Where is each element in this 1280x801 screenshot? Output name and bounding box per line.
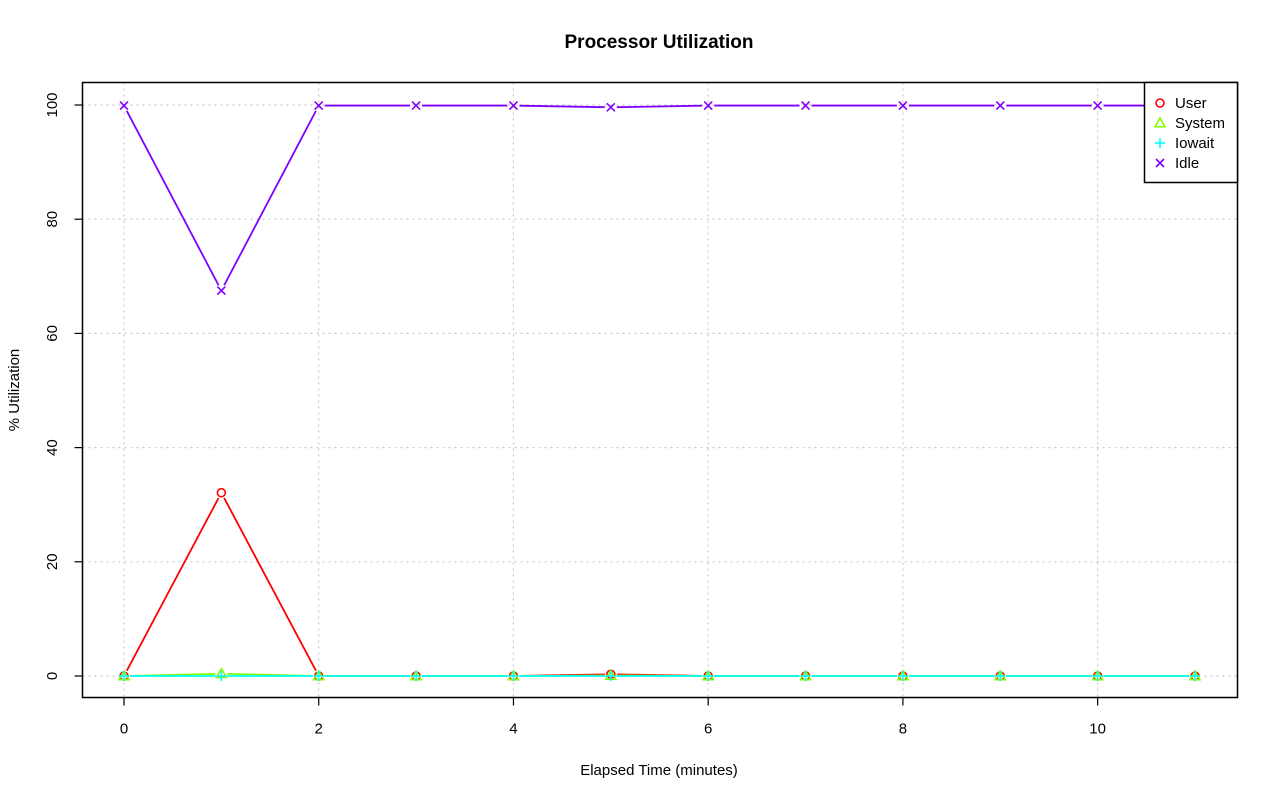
series-iowait-point [800, 671, 811, 681]
y-tick-label: 80 [44, 211, 61, 228]
series-iowait-point [1092, 671, 1103, 681]
x-tick-label: 4 [509, 721, 517, 738]
series-iowait-point [411, 671, 422, 681]
series-iowait-point [216, 671, 227, 681]
legend-marker-system [1153, 116, 1167, 128]
series-user-segment [126, 497, 220, 672]
series-idle-point [606, 102, 616, 112]
legend-label-idle: Idle [1175, 155, 1199, 172]
y-axis-label: % Utilization [6, 349, 23, 432]
series-idle-point [800, 101, 811, 111]
series-idle-point [216, 286, 226, 296]
series-iowait-point [1190, 671, 1200, 681]
series-user-point [216, 487, 227, 498]
series-idle-point [703, 101, 713, 111]
legend-item-idle: Idle [1155, 155, 1199, 172]
grid-layer [82, 82, 1238, 698]
series-system [117, 667, 1202, 681]
series-user-segment [223, 497, 317, 672]
series-idle-segment [125, 110, 220, 286]
legend-marker-idle [1155, 158, 1165, 168]
legend-label-iowait: Iowait [1175, 135, 1215, 152]
y-tick-label: 0 [44, 672, 61, 680]
legend-marker-iowait [1155, 138, 1165, 148]
y-tick-label: 20 [44, 553, 61, 570]
y-tick-label: 100 [44, 92, 61, 117]
series-user [119, 487, 1200, 681]
series-idle-point [314, 101, 324, 111]
series-iowait-point [897, 671, 908, 681]
legend-marker-user [1155, 98, 1165, 108]
x-axis-label: Elapsed Time (minutes) [580, 762, 738, 779]
series-idle-point [508, 101, 519, 111]
chart-title: Processor Utilization [565, 32, 754, 53]
series-iowait-point [313, 671, 324, 681]
x-tick-label: 6 [704, 721, 712, 738]
legend-label-user: User [1175, 95, 1207, 112]
y-tick-label: 60 [44, 325, 61, 342]
plot-frame [81, 81, 1239, 699]
series-iowait-point [703, 671, 714, 681]
series-idle-segment [223, 110, 317, 286]
y-tick-label: 40 [44, 439, 61, 456]
series-idle-point [898, 101, 908, 111]
x-tick-label: 0 [120, 721, 128, 738]
x-tick-label: 10 [1089, 721, 1106, 738]
legend-item-user: User [1155, 95, 1207, 112]
series-iowait-point [508, 671, 519, 681]
x-tick-label: 8 [899, 721, 907, 738]
legend-item-iowait: Iowait [1155, 135, 1215, 152]
series-iowait-point [605, 671, 616, 681]
series-idle-point [995, 101, 1005, 111]
legend-item-system: System [1153, 115, 1225, 132]
series-layer [117, 101, 1202, 681]
series-idle [119, 101, 1200, 296]
x-tick-label: 2 [315, 721, 323, 738]
legend-label-system: System [1175, 115, 1225, 132]
series-idle-segment [616, 104, 703, 109]
series-iowait-point [995, 671, 1006, 681]
series-idle-point [119, 101, 129, 111]
series-iowait-point [119, 671, 129, 681]
series-idle-point [1093, 101, 1103, 111]
legend: User System Iowait Idle [1143, 81, 1239, 184]
series-iowait [119, 671, 1200, 681]
series-idle-segment [519, 104, 605, 109]
series-idle-point [411, 101, 421, 111]
